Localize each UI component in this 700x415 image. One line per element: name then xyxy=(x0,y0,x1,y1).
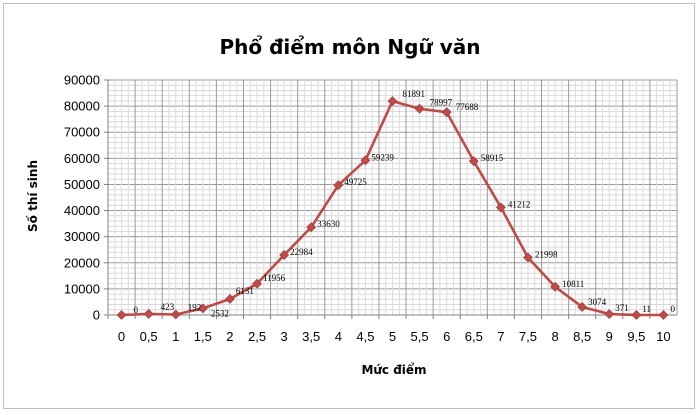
x-tick-label: 1 xyxy=(172,329,179,344)
chart-title: Phổ điểm môn Ngữ văn xyxy=(220,35,481,59)
x-tick-label: 1,5 xyxy=(194,329,212,344)
data-label: 59239 xyxy=(371,152,394,162)
y-tick-label: 70000 xyxy=(64,125,100,140)
data-label: 11956 xyxy=(263,273,286,283)
x-tick-label: 9 xyxy=(606,329,613,344)
chart-frame xyxy=(3,3,695,409)
data-point xyxy=(387,96,398,107)
x-tick-label: 8,5 xyxy=(573,329,591,344)
data-label: 192 xyxy=(188,302,202,312)
y-tick-label: 80000 xyxy=(64,99,100,114)
data-label: 33630 xyxy=(317,219,340,229)
data-point xyxy=(414,103,425,114)
data-point xyxy=(116,310,127,320)
data-point xyxy=(333,180,344,191)
y-tick-label: 60000 xyxy=(64,151,100,166)
data-point xyxy=(468,156,479,167)
data-point xyxy=(143,308,154,319)
y-tick-label: 0 xyxy=(93,308,100,323)
x-tick-label: 3,5 xyxy=(302,329,320,344)
x-tick-label: 6 xyxy=(443,329,450,344)
data-point xyxy=(441,107,452,118)
grid-lines xyxy=(107,79,678,316)
y-tick-label: 90000 xyxy=(64,73,100,88)
data-point xyxy=(495,202,506,213)
data-point xyxy=(631,310,642,320)
x-tick-label: 5 xyxy=(389,329,396,344)
x-tick-label: 2,5 xyxy=(248,329,266,344)
data-label: 21998 xyxy=(535,250,558,260)
y-tick-label: 10000 xyxy=(64,281,100,296)
data-label: 10811 xyxy=(562,279,584,289)
x-axis-ticks: 0 0,5 1 1,5 2 2,5 3 3,5 4 4,5 5 5,5 6 6,5 7 7,5 8 8,5 9 9,5… xyxy=(107,315,671,344)
x-tick-label: 4,5 xyxy=(356,329,374,344)
data-point xyxy=(306,222,317,233)
data-label: 0 xyxy=(134,305,139,315)
data-point xyxy=(197,303,208,314)
y-axis-ticks: 0 10000 20000 30000 40000 50000 60000 70000 8000… xyxy=(64,73,108,323)
data-label: 78997 xyxy=(430,98,453,108)
x-tick-label: 0 xyxy=(118,329,125,344)
x-tick-label: 7 xyxy=(497,329,504,344)
data-label: 371 xyxy=(615,303,629,313)
x-tick-label: 4 xyxy=(335,329,342,344)
y-tick-label: 50000 xyxy=(64,177,100,192)
data-label: 2532 xyxy=(211,308,229,318)
data-label: 49725 xyxy=(344,177,367,187)
data-label: 58915 xyxy=(481,153,504,163)
data-point xyxy=(550,281,560,292)
data-point xyxy=(360,155,371,166)
y-tick-label: 20000 xyxy=(64,255,100,270)
x-tick-label: 10 xyxy=(656,329,670,344)
x-tick-label: 5,5 xyxy=(411,329,429,344)
data-label: 81891 xyxy=(403,89,426,99)
data-point xyxy=(252,278,262,289)
x-axis-title: Mức điểm xyxy=(361,362,426,377)
y-tick-label: 30000 xyxy=(64,229,100,244)
data-labels: 0 423 192 2532 6131 11956 22984 33630 49725 59239… xyxy=(134,89,676,318)
data-label: 22984 xyxy=(290,247,313,257)
x-tick-label: 6,5 xyxy=(465,329,483,344)
data-label: 41212 xyxy=(508,199,531,209)
data-point xyxy=(658,310,669,320)
y-axis-title: Số thí sinh xyxy=(26,160,40,232)
data-point xyxy=(279,250,290,260)
data-label: 6131 xyxy=(236,286,254,296)
data-label: 423 xyxy=(161,302,175,312)
data-point xyxy=(577,302,588,312)
data-point xyxy=(523,252,533,263)
data-label: 0 xyxy=(670,304,675,314)
data-label: 3074 xyxy=(588,297,607,307)
data-point xyxy=(170,309,181,320)
data-label: 11 xyxy=(642,304,651,314)
x-tick-label: 3 xyxy=(281,329,288,344)
x-tick-label: 2 xyxy=(226,329,233,344)
x-tick-label: 0,5 xyxy=(140,329,158,344)
data-point xyxy=(225,294,235,304)
data-point xyxy=(604,309,615,319)
x-tick-label: 9,5 xyxy=(627,329,645,344)
y-tick-label: 40000 xyxy=(64,203,100,218)
x-tick-label: 8 xyxy=(551,329,558,344)
series-group xyxy=(116,96,669,320)
axes xyxy=(104,80,677,319)
x-tick-label: 7,5 xyxy=(519,329,537,344)
data-label: 77688 xyxy=(456,102,479,112)
